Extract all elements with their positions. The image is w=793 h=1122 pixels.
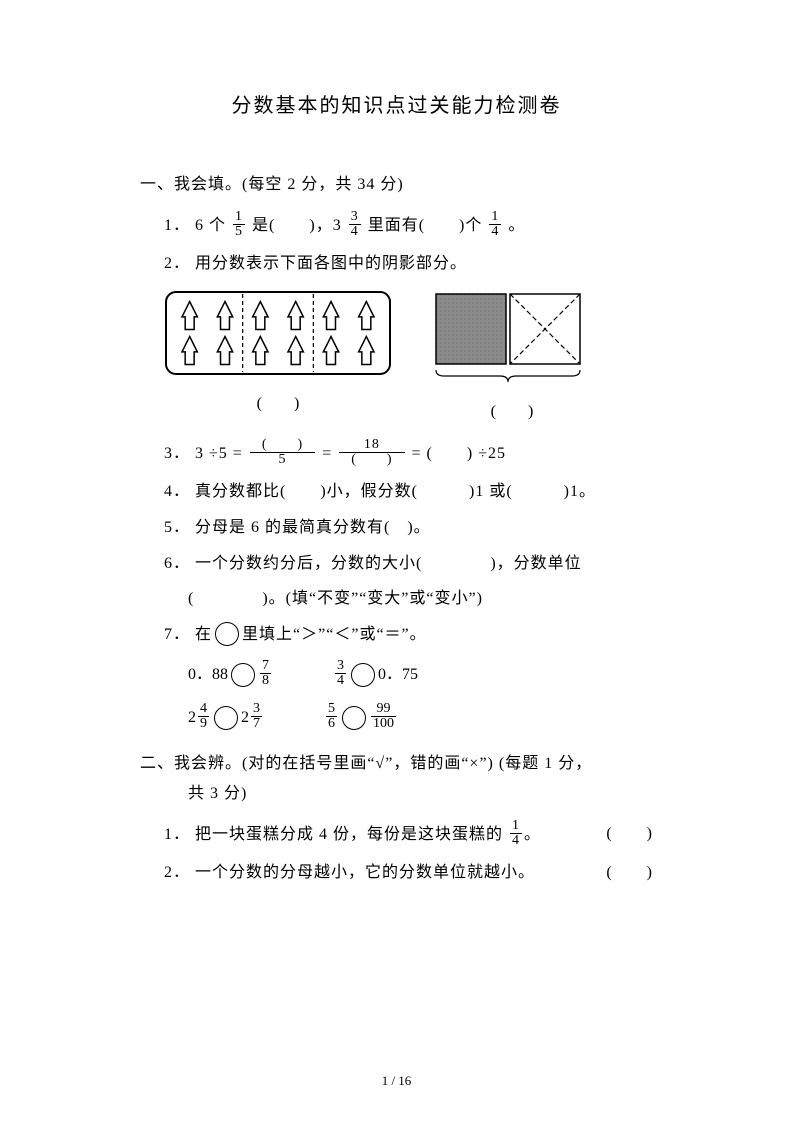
q4-idx: 4． <box>164 483 190 500</box>
q5-text: 分母是 6 的最简真分数有( )。 <box>195 519 431 536</box>
q7-idx: 7． <box>164 626 190 643</box>
figure-row: ( ) ( ) <box>164 290 653 424</box>
comp-1r-post: 0．75 <box>378 667 418 684</box>
compare-row-2: 249237 5699100 <box>188 704 653 733</box>
s2q1-paren: ( ) <box>606 821 653 850</box>
s1-q3: 3． 3 ÷5 = ( ) 5 = 18 ( ) = ( ) ÷25 <box>164 440 653 469</box>
section-1-heading: 一、我会填。(每空 2 分，共 34 分) <box>140 172 653 198</box>
figure-squares-svg <box>432 290 592 384</box>
s2q1-b: 。 <box>524 826 541 843</box>
section-2-heading-l1: 二、我会辨。(对的在括号里画“√”，错的画“×”) (每题 1 分， <box>140 751 653 777</box>
fig1-caption: ( ) <box>164 391 392 417</box>
s2q2-paren: ( ) <box>606 860 653 886</box>
frac-3-7: 37 <box>251 702 262 731</box>
q1-c: 里面有( )个 <box>368 217 483 234</box>
q3-idx: 3． <box>164 446 190 463</box>
s2q1-idx: 1． <box>164 826 190 843</box>
s2q2-idx: 2． <box>164 864 190 881</box>
page-root: 分数基本的知识点过关能力检测卷 一、我会填。(每空 2 分，共 34 分) 1．… <box>0 0 793 1122</box>
figure-squares: ( ) <box>432 290 592 424</box>
frac-3-4b: 34 <box>335 659 346 688</box>
q6-idx: 6． <box>164 555 190 572</box>
circle-icon <box>231 663 255 687</box>
frac-1-4b: 1 4 <box>510 819 522 848</box>
q1-b: 是( )，3 <box>252 217 342 234</box>
frac-99-100: 99100 <box>371 702 396 731</box>
comp-1-left: 0．88 78 <box>188 661 273 690</box>
s2q1-a: 把一块蛋糕分成 4 份，每份是这块蛋糕的 <box>195 826 503 843</box>
s1-q2: 2． 用分数表示下面各图中的阴影部分。 <box>164 251 653 277</box>
frac-1-5: 1 5 <box>233 210 245 239</box>
q7-head-tail: 里填上“＞”“＜”或“＝”。 <box>242 626 427 643</box>
s1-q1: 1． 6 个 1 5 是( )，3 3 4 里面有( )个 1 4 。 <box>164 212 653 241</box>
comp-1l-pre: 0．88 <box>188 667 228 684</box>
s1-q6-line2: ( )。(填“不变”“变大”或“变小”) <box>188 586 653 612</box>
circle-icon <box>342 706 366 730</box>
q2-idx: 2． <box>164 255 190 272</box>
circle-icon <box>215 622 239 646</box>
page-footer: 1 / 16 <box>0 1071 793 1092</box>
s2-q1: 1． 把一块蛋糕分成 4 份，每份是这块蛋糕的 1 4 。 ( ) <box>164 821 653 850</box>
s1-q7-head: 7． 在 里填上“＞”“＜”或“＝”。 <box>164 622 653 648</box>
frac-3-4: 3 4 <box>349 210 361 239</box>
fig2-caption: ( ) <box>432 399 592 425</box>
circle-icon <box>351 663 375 687</box>
q1-a: 6 个 <box>195 217 226 234</box>
q2-text: 用分数表示下面各图中的阴影部分。 <box>195 255 467 272</box>
q6-l1: 一个分数约分后，分数的大小( )，分数单位 <box>195 555 582 572</box>
mix-2-4-9-w: 2 <box>188 710 196 727</box>
q4-text: 真分数都比( )小，假分数( )1 或( )1。 <box>195 483 596 500</box>
q5-idx: 5． <box>164 519 190 536</box>
s2q2-text: 一个分数的分母越小，它的分数单位就越小。 <box>195 864 535 881</box>
frac-5-6: 56 <box>326 702 337 731</box>
section-2-heading-l2: 共 3 分) <box>188 781 653 807</box>
q3-b: = ( ) ÷25 <box>412 446 506 463</box>
figure-arrows: ( ) <box>164 290 392 416</box>
comp-2-right: 56 99100 <box>324 704 398 733</box>
s1-q6-line1: 6． 一个分数约分后，分数的大小( )，分数单位 <box>164 551 653 577</box>
circle-icon <box>214 706 238 730</box>
mix-2-3-7-w: 2 <box>241 710 249 727</box>
q3-eq: = <box>322 446 332 463</box>
compare-row-1: 0．88 78 34 0．75 <box>188 661 653 690</box>
s2-q2: 2． 一个分数的分母越小，它的分数单位就越小。 ( ) <box>164 860 653 886</box>
q7-head: 在 <box>195 626 212 643</box>
doc-title: 分数基本的知识点过关能力检测卷 <box>140 90 653 122</box>
figure-arrows-svg <box>164 290 392 376</box>
q3-a: 3 ÷5 = <box>195 446 243 463</box>
frac-1-4: 1 4 <box>489 210 501 239</box>
q1-idx: 1． <box>164 217 190 234</box>
frac-blank-5: ( ) 5 <box>250 438 315 467</box>
s1-q5: 5． 分母是 6 的最简真分数有( )。 <box>164 515 653 541</box>
frac-4-9: 49 <box>198 702 209 731</box>
q6-l2: ( )。(填“不变”“变大”或“变小”) <box>188 590 483 607</box>
comp-2-left: 249237 <box>188 704 264 733</box>
q1-d: 。 <box>508 217 525 234</box>
comp-1-right: 34 0．75 <box>333 661 418 690</box>
frac-18-blank: 18 ( ) <box>339 438 404 467</box>
frac-7-8: 78 <box>260 659 271 688</box>
s1-q4: 4． 真分数都比( )小，假分数( )1 或( )1。 <box>164 479 653 505</box>
